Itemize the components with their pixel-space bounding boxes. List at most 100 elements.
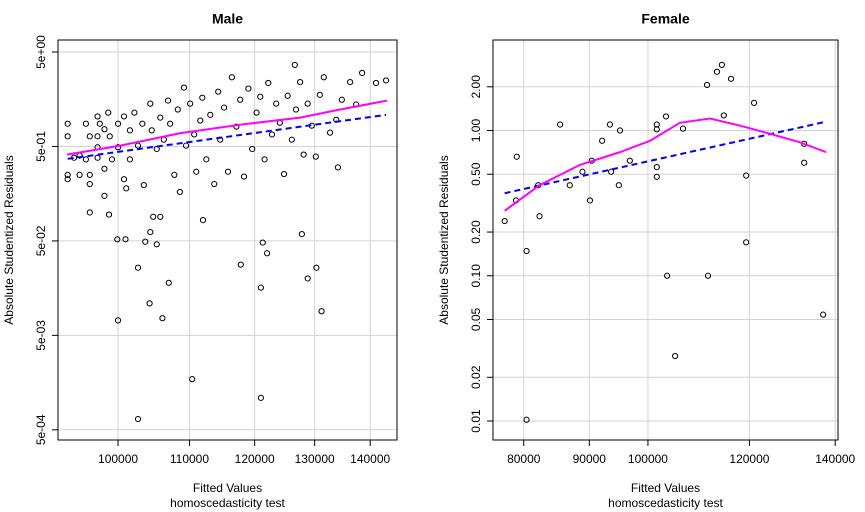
point bbox=[123, 185, 130, 192]
point bbox=[297, 79, 304, 86]
point bbox=[207, 111, 214, 118]
point bbox=[663, 272, 671, 279]
point bbox=[240, 173, 248, 180]
point bbox=[101, 165, 108, 172]
point bbox=[64, 176, 71, 183]
point bbox=[257, 284, 264, 291]
point bbox=[191, 131, 198, 138]
point bbox=[237, 261, 244, 268]
y-tick-label: 5e-04 bbox=[34, 414, 48, 445]
point bbox=[134, 142, 142, 149]
point bbox=[347, 79, 354, 86]
point bbox=[140, 181, 147, 189]
point bbox=[653, 173, 660, 180]
point bbox=[76, 171, 83, 178]
point bbox=[320, 74, 327, 81]
point bbox=[120, 176, 128, 183]
point bbox=[316, 91, 323, 98]
point bbox=[536, 213, 543, 220]
x-tick-label: 140000 bbox=[350, 452, 390, 466]
point bbox=[153, 145, 160, 153]
point bbox=[157, 114, 164, 121]
point bbox=[312, 153, 319, 160]
point bbox=[727, 75, 735, 82]
point bbox=[288, 136, 295, 143]
point bbox=[653, 163, 660, 171]
point bbox=[626, 157, 633, 164]
point bbox=[94, 154, 101, 161]
y-tick-label: 0.02 bbox=[469, 365, 483, 389]
point bbox=[120, 113, 128, 120]
point bbox=[616, 127, 624, 134]
point bbox=[131, 109, 138, 116]
point bbox=[142, 238, 149, 245]
point bbox=[261, 156, 268, 163]
point bbox=[750, 99, 758, 106]
point bbox=[126, 127, 134, 134]
y-tick-label: 5e-02 bbox=[34, 225, 48, 256]
point bbox=[114, 317, 122, 324]
point bbox=[114, 236, 121, 243]
point bbox=[237, 96, 244, 103]
point bbox=[300, 151, 307, 158]
point bbox=[220, 104, 228, 111]
point bbox=[199, 217, 207, 224]
point bbox=[126, 156, 134, 163]
point bbox=[743, 239, 750, 246]
point bbox=[189, 376, 196, 383]
x-tick-label: 120000 bbox=[235, 452, 275, 466]
point bbox=[159, 315, 166, 322]
point bbox=[193, 168, 200, 175]
point bbox=[157, 213, 164, 220]
point bbox=[298, 231, 305, 238]
point bbox=[64, 120, 71, 127]
point bbox=[523, 247, 530, 255]
point bbox=[284, 92, 291, 99]
plot-frame bbox=[57, 39, 398, 441]
point bbox=[273, 100, 280, 107]
x-tick-label: 100000 bbox=[628, 452, 668, 466]
point bbox=[653, 126, 660, 133]
point bbox=[180, 84, 188, 91]
point bbox=[606, 121, 614, 128]
point bbox=[171, 171, 178, 178]
point bbox=[147, 100, 154, 107]
point bbox=[318, 308, 325, 315]
point bbox=[106, 133, 113, 140]
y-tick-label: 0.50 bbox=[469, 162, 483, 186]
point bbox=[704, 272, 712, 279]
point bbox=[122, 236, 129, 243]
y-tick-label: 1.00 bbox=[469, 119, 483, 143]
point bbox=[304, 100, 311, 107]
point bbox=[253, 109, 260, 116]
point bbox=[101, 126, 108, 133]
point bbox=[608, 168, 615, 175]
point bbox=[280, 170, 288, 178]
point bbox=[64, 133, 71, 140]
point bbox=[615, 182, 622, 189]
point bbox=[679, 125, 687, 132]
point bbox=[263, 250, 271, 257]
point bbox=[743, 172, 750, 179]
point bbox=[501, 217, 508, 225]
y-axis-label: Absolute Studentized Residuals bbox=[437, 155, 451, 324]
point bbox=[257, 93, 264, 100]
point bbox=[720, 112, 727, 119]
point bbox=[672, 352, 679, 360]
point bbox=[326, 129, 334, 136]
point bbox=[108, 156, 116, 163]
point bbox=[64, 171, 71, 178]
point bbox=[268, 131, 276, 138]
point bbox=[174, 106, 181, 113]
point bbox=[265, 79, 272, 87]
point bbox=[150, 213, 157, 220]
y-tick-label: 2.00 bbox=[469, 75, 483, 99]
y-tick-label: 0.20 bbox=[469, 220, 483, 244]
point bbox=[86, 180, 93, 188]
point bbox=[513, 153, 520, 160]
point bbox=[224, 168, 232, 175]
point bbox=[586, 197, 594, 204]
point bbox=[176, 188, 183, 196]
point bbox=[197, 117, 204, 124]
point bbox=[139, 120, 146, 127]
